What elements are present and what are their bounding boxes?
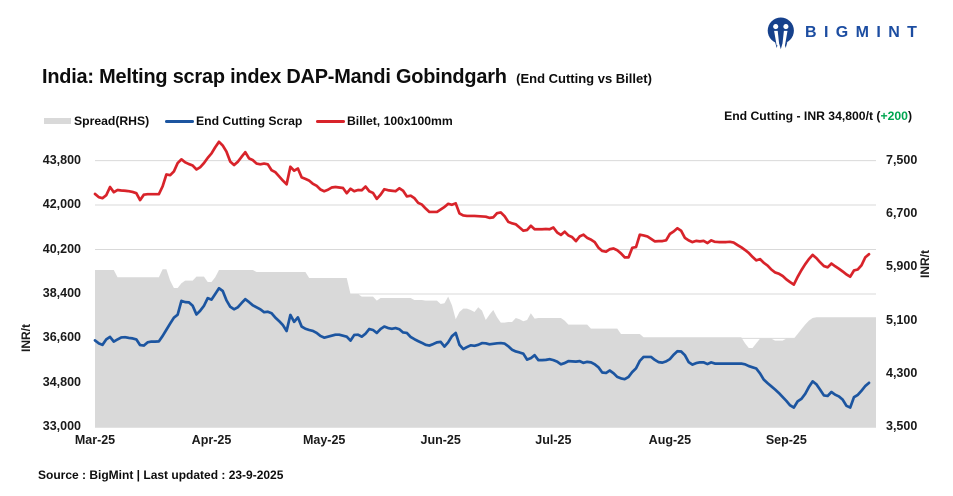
billet-line: [93, 140, 871, 286]
x-axis-tick-label: Sep-25: [765, 433, 807, 447]
bigmint-logo-text: BIGMINT: [805, 24, 925, 41]
callout-change-value: +200: [880, 109, 908, 123]
y-right-tick-label: 5,100: [886, 312, 918, 327]
chart-title-sub: (End Cutting vs Billet): [516, 70, 652, 86]
y-left-tick-label: 42,000: [42, 197, 81, 212]
spread-area: [95, 269, 876, 428]
y-right-tick-label: 3,500: [886, 419, 918, 434]
end-cutting-line-swatch-icon: [165, 119, 194, 123]
latest-price-callout: End Cutting - INR 34,800/t (+200): [724, 109, 912, 123]
y-right-tick-label: 5,900: [886, 259, 918, 274]
legend-label-end-cutting: End Cutting Scrap: [196, 113, 303, 128]
spread-area-swatch-icon: [44, 118, 71, 124]
x-axis-tick-label: Jun-25: [420, 433, 461, 447]
legend-label-spread: Spread(RHS): [74, 113, 150, 128]
y-left-tick-label: 43,800: [42, 152, 81, 167]
bigmint-logo: BIGMINT: [764, 14, 944, 52]
legend-label-billet: Billet, 100x100mm: [347, 113, 453, 128]
y-right-tick-label: 7,500: [886, 152, 918, 167]
x-axis-tick-label: May-25: [302, 433, 346, 447]
bigmint-logo-mark-icon: [767, 17, 794, 50]
billet-line-swatch-icon: [316, 119, 345, 123]
x-axis-tick-label: Mar-25: [74, 433, 116, 447]
source-note: Source : BigMint | Last updated : 23-9-2…: [38, 467, 284, 482]
chart-title-main: India: Melting scrap index DAP-Mandi Gob…: [42, 65, 507, 88]
y-axis-right-title: INR/t: [918, 250, 932, 278]
x-axis-tick-label: Apr-25: [191, 433, 232, 447]
callout-prefix: End Cutting - INR 34,800/t (: [724, 109, 881, 123]
end-cutting-line: [93, 286, 871, 409]
y-left-tick-label: 34,800: [42, 374, 81, 389]
x-axis-tick-label: Jul-25: [535, 433, 572, 447]
y-left-tick-label: 33,000: [42, 419, 81, 434]
y-left-tick-label: 38,400: [42, 285, 81, 300]
y-right-tick-label: 4,300: [886, 365, 918, 380]
x-axis-tick-label: Aug-25: [648, 433, 692, 447]
callout-suffix: ): [907, 109, 912, 123]
y-left-tick-label: 36,600: [42, 330, 81, 345]
chart-title: India: Melting scrap index DAP-Mandi Gob…: [42, 66, 652, 89]
y-left-tick-label: 40,200: [42, 241, 81, 256]
y-axis-left-title: INR/t: [19, 324, 33, 352]
y-right-tick-label: 6,700: [886, 205, 918, 220]
